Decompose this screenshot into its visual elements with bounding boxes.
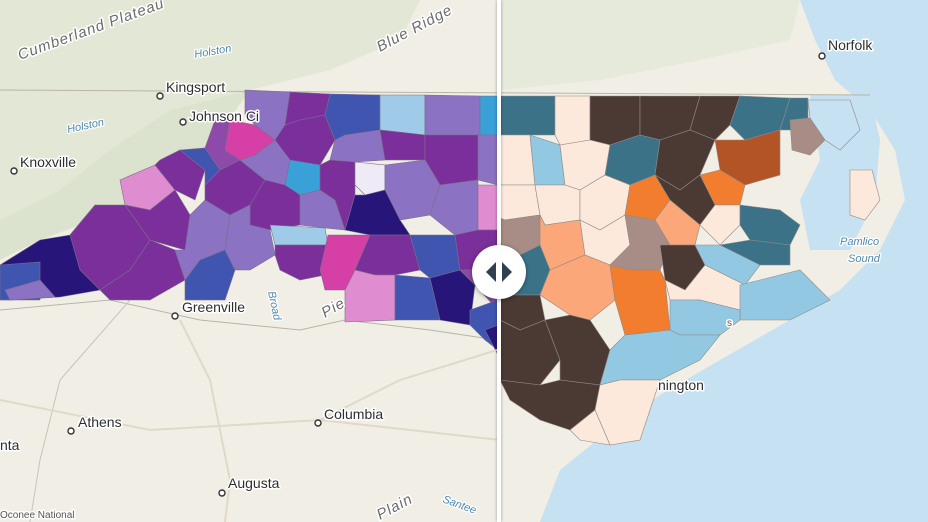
county[interactable]	[849, 169, 881, 221]
county[interactable]	[269, 224, 329, 246]
county[interactable]	[379, 94, 426, 136]
label-pamlico: Pamlico	[840, 236, 879, 248]
county[interactable]	[344, 269, 396, 323]
swipe-handle-button[interactable]	[472, 245, 526, 299]
mountain-terrain	[0, 0, 420, 220]
label-kingsport: Kingsport	[166, 79, 225, 95]
road	[319, 349, 498, 421]
county[interactable]	[500, 134, 536, 186]
coastal-terrain	[500, 0, 800, 90]
county[interactable]	[477, 184, 498, 231]
left-choropleth-layer	[0, 89, 498, 356]
road	[0, 399, 501, 441]
label-partial-city: s	[727, 318, 732, 329]
county[interactable]	[569, 409, 611, 446]
label-atlanta: nta	[0, 437, 20, 453]
county[interactable]	[689, 95, 741, 141]
county[interactable]	[4, 279, 56, 301]
ridge-terrain	[0, 90, 250, 260]
label-sound: Sound	[848, 253, 881, 265]
state-border-va	[0, 89, 871, 96]
county[interactable]	[424, 94, 481, 136]
county[interactable]	[807, 99, 861, 151]
label-wilmington: nington	[658, 377, 704, 393]
county[interactable]	[429, 269, 476, 326]
label-greenville: Greenville	[182, 299, 245, 315]
ocean-water	[540, 0, 928, 522]
right-choropleth-layer	[500, 95, 881, 446]
county[interactable]	[699, 204, 741, 246]
label-columbia: Columbia	[324, 406, 383, 422]
state-border-ga	[29, 299, 131, 522]
county[interactable]	[719, 239, 791, 266]
label-norfolk: Norfolk	[828, 37, 873, 53]
county[interactable]	[539, 254, 616, 321]
county[interactable]	[609, 264, 671, 336]
county[interactable]	[500, 184, 541, 221]
label-athens: Athens	[78, 414, 122, 430]
county[interactable]	[379, 129, 426, 161]
label-johnson-city: Johnson Ci	[189, 108, 259, 124]
city-dot-johnson-city	[179, 118, 187, 126]
county[interactable]	[554, 95, 591, 146]
label-oconee-national: Oconee National	[0, 510, 75, 521]
city-dot-knoxville	[10, 167, 18, 175]
county[interactable]	[484, 324, 498, 356]
label-knoxville: Knoxville	[20, 154, 76, 170]
city-dot-kingsport	[156, 92, 164, 100]
county[interactable]	[477, 134, 498, 186]
county[interactable]	[500, 95, 556, 136]
left-right-chevrons-icon	[486, 262, 512, 282]
city-dot-norfolk	[818, 52, 826, 60]
city-dot-augusta	[218, 489, 226, 497]
county[interactable]	[344, 189, 411, 236]
label-augusta: Augusta	[228, 475, 280, 491]
county[interactable]	[479, 95, 498, 136]
city-dot-athens	[67, 427, 75, 435]
city-dot-greenville	[171, 312, 179, 320]
city-dot-columbia	[314, 419, 322, 427]
road	[179, 319, 232, 522]
